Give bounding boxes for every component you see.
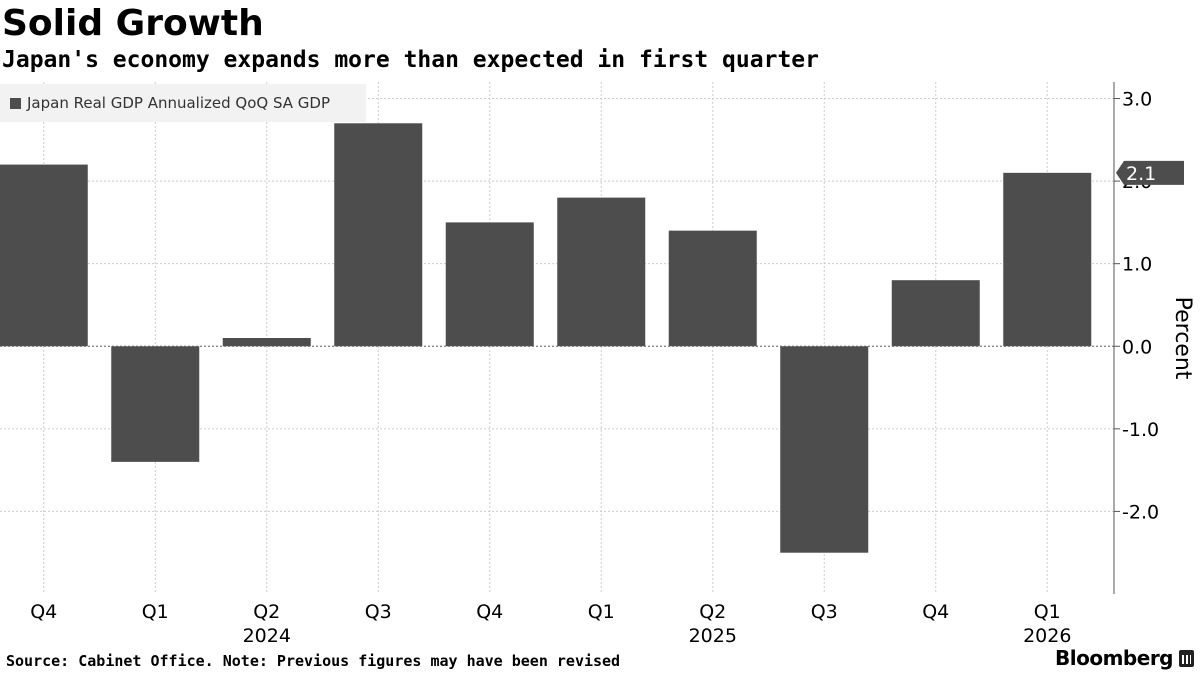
bar — [445, 222, 534, 347]
x-tick-label: Q4 — [476, 601, 503, 623]
y-tick-label: -2.0 — [1122, 501, 1159, 523]
last-value-label: 2.1 — [1126, 163, 1156, 185]
bar — [668, 230, 757, 347]
x-tick-label: Q1 — [142, 601, 169, 623]
source-note: Source: Cabinet Office. Note: Previous f… — [6, 652, 621, 670]
bar — [111, 346, 200, 462]
x-tick-label: Q3 — [365, 601, 392, 623]
bar — [780, 346, 869, 553]
y-tick-label: 3.0 — [1122, 89, 1152, 111]
brand-logo: Bloomberg — [1055, 646, 1194, 670]
x-year-label: 2024 — [243, 625, 291, 647]
legend-swatch — [10, 97, 21, 109]
brand-name: Bloomberg — [1055, 646, 1173, 670]
x-tick-label: Q1 — [1034, 601, 1061, 623]
y-tick-label: -1.0 — [1122, 419, 1159, 441]
x-year-label: 2026 — [1023, 625, 1071, 647]
legend: Japan Real GDP Annualized QoQ SA GDP — [0, 84, 366, 122]
x-tick-label: Q1 — [588, 601, 615, 623]
chart-title: Solid Growth — [2, 3, 264, 44]
x-year-label: 2025 — [689, 625, 737, 647]
x-tick-label: Q4 — [30, 601, 57, 623]
x-tick-label: Q4 — [922, 601, 949, 623]
bar — [334, 123, 423, 347]
legend-label: Japan Real GDP Annualized QoQ SA GDP — [27, 94, 331, 112]
bloomberg-terminal-icon — [1179, 649, 1194, 667]
x-tick-label: Q2 — [699, 601, 726, 623]
bar — [891, 280, 980, 347]
bar — [1003, 172, 1092, 347]
bar — [222, 338, 311, 347]
bar — [0, 164, 88, 347]
y-tick-label: 0.0 — [1122, 336, 1152, 358]
last-value-callout — [1116, 160, 1184, 185]
chart-subtitle: Japan's economy expands more than expect… — [2, 47, 819, 73]
x-tick-label: Q3 — [811, 601, 838, 623]
y-tick-label: 1.0 — [1122, 254, 1152, 276]
bar — [557, 197, 646, 347]
y-axis-title: Percent — [1170, 297, 1195, 380]
x-tick-label: Q2 — [253, 601, 280, 623]
